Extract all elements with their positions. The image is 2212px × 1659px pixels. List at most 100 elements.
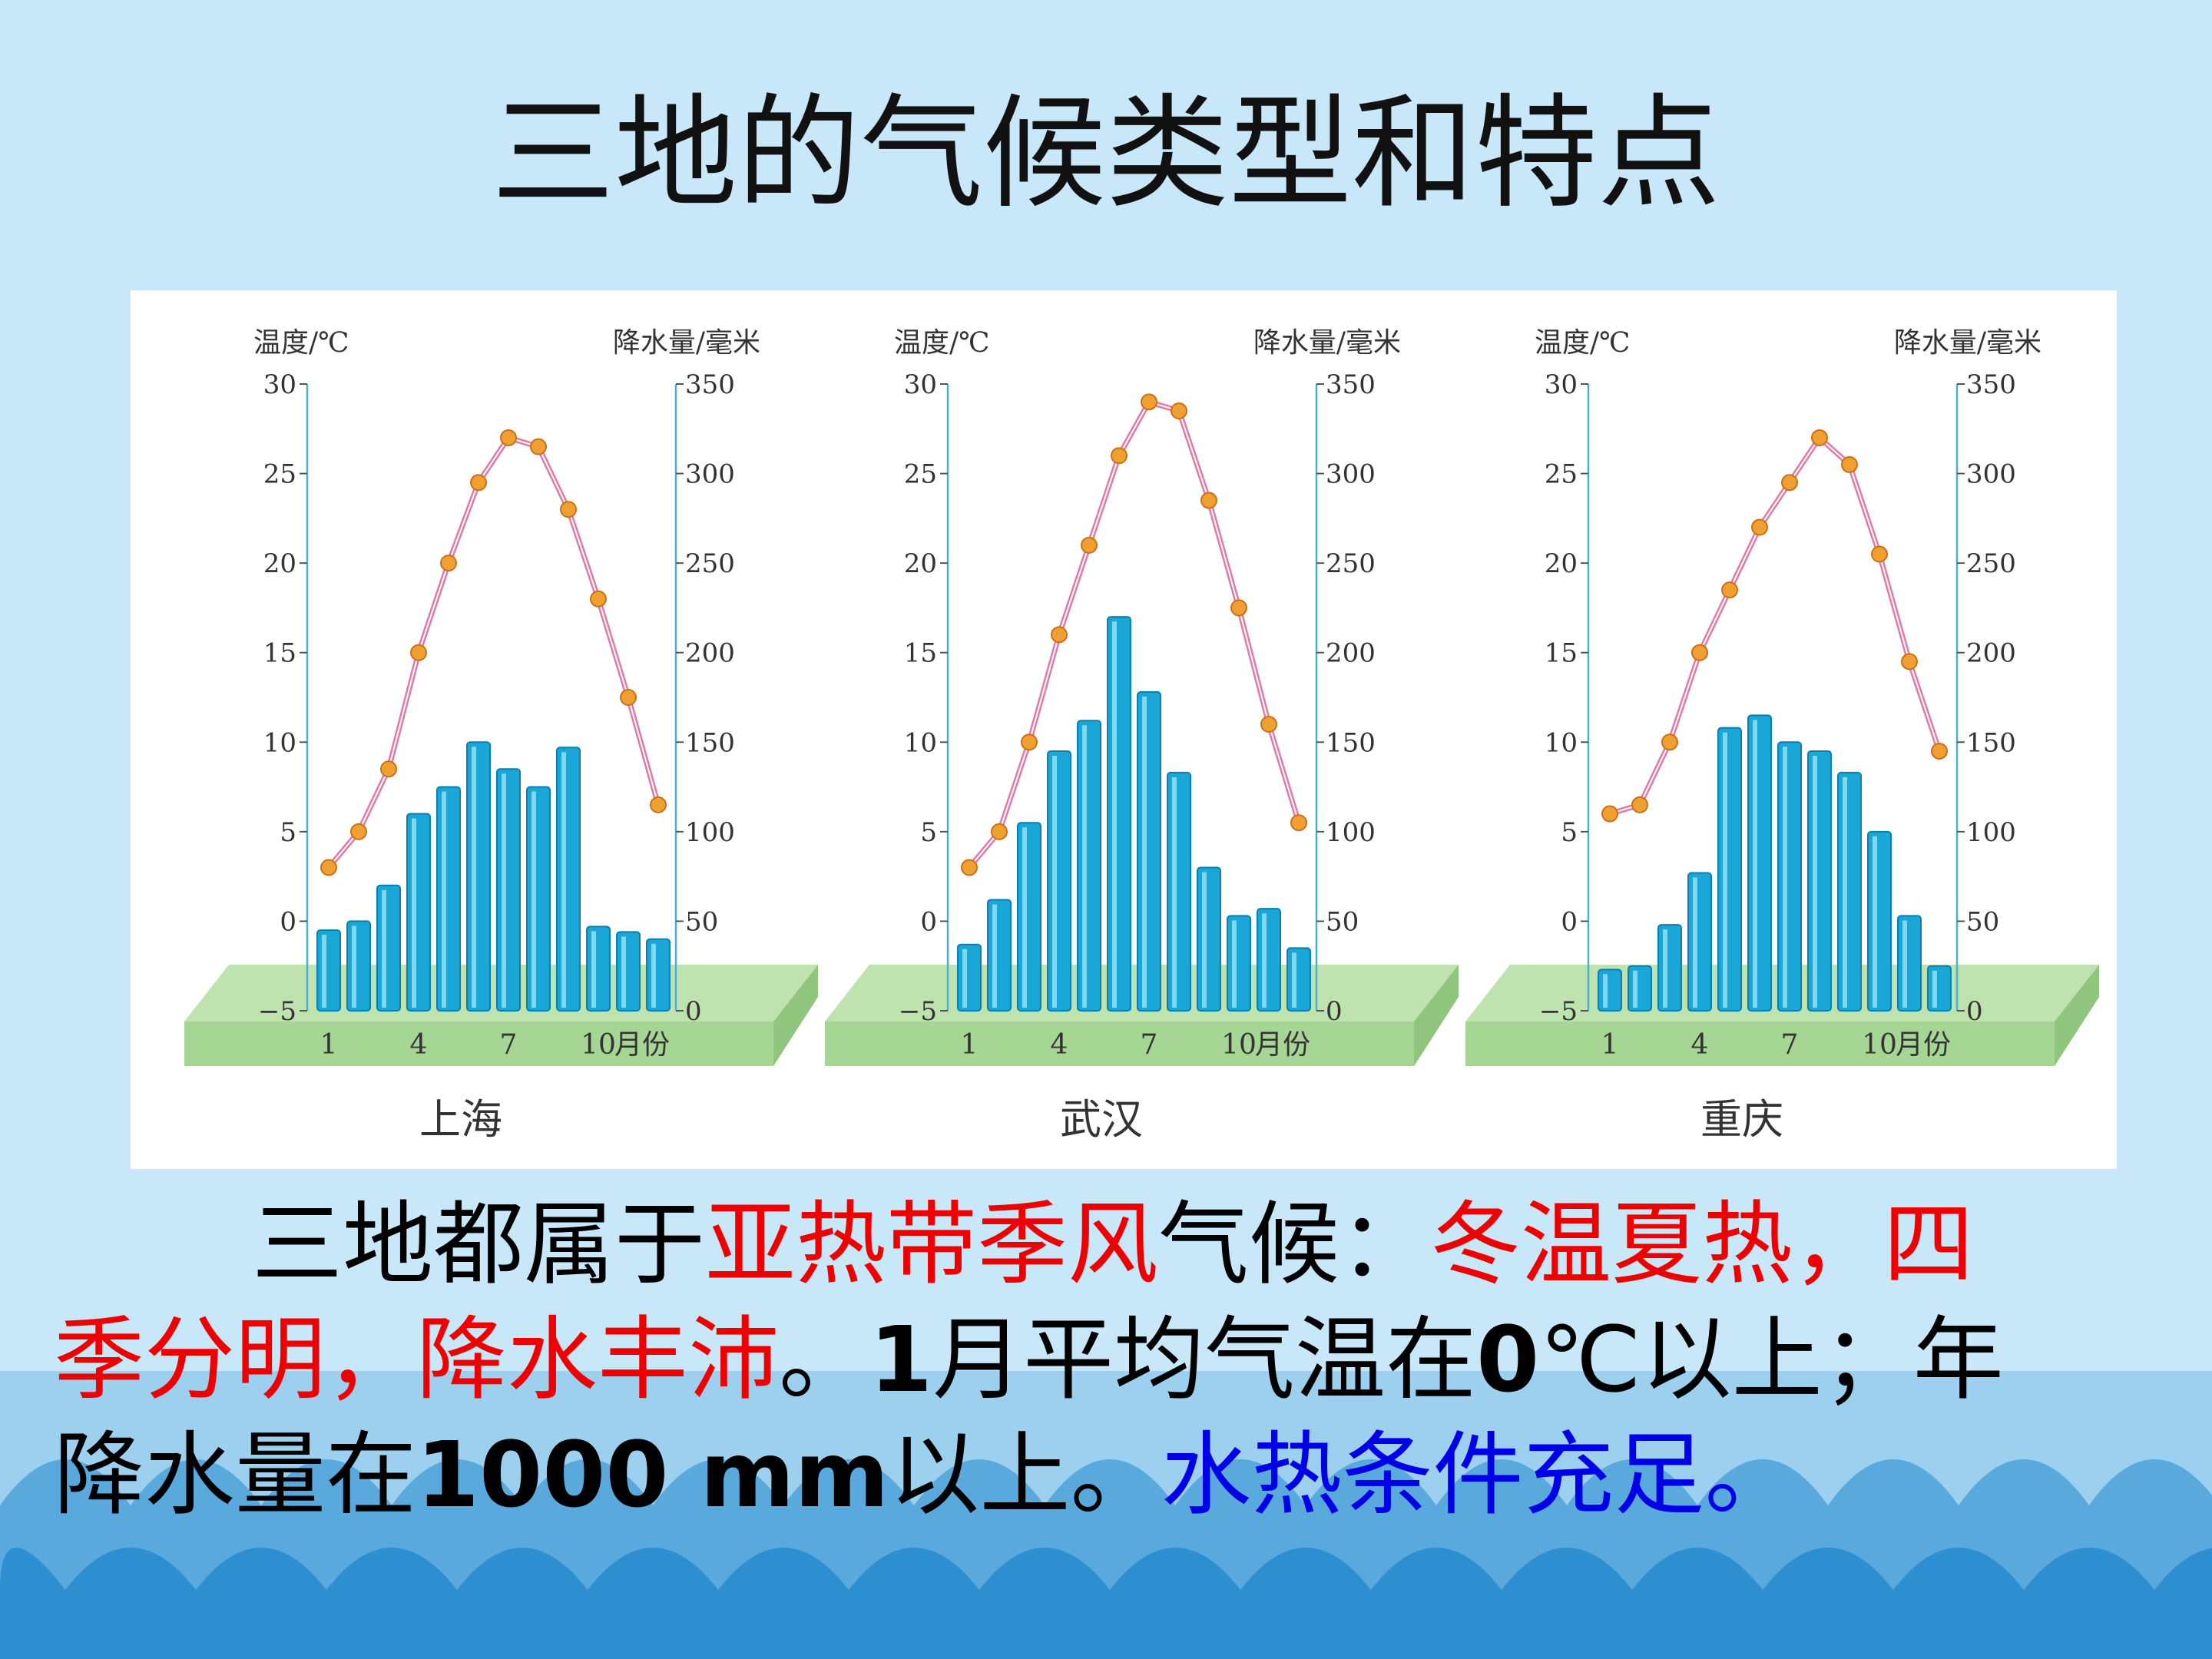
precipitation-bar bbox=[957, 943, 982, 1012]
platform-side bbox=[2055, 965, 2099, 1066]
temperature-point bbox=[1200, 492, 1217, 509]
precipitation-bar bbox=[1777, 741, 1802, 1012]
x-tick-label: 4 bbox=[410, 1029, 428, 1061]
y-right-tick-label: 150 bbox=[1966, 727, 2016, 758]
y-right-tick-label: 350 bbox=[1966, 369, 2016, 400]
precipitation-bar bbox=[1717, 727, 1742, 1012]
temperature-point bbox=[440, 555, 457, 572]
y-right-tick-label: 50 bbox=[685, 906, 718, 937]
precipitation-bar-highlight bbox=[1172, 777, 1177, 1008]
y-right-tick-label: 50 bbox=[1326, 906, 1359, 937]
y-left-tick-label: 30 bbox=[263, 369, 296, 400]
precipitation-bar-highlight bbox=[1843, 777, 1847, 1008]
wave-row-front bbox=[0, 1548, 2212, 1659]
city-label: 武汉 bbox=[1060, 1095, 1143, 1144]
y-right-tick-label: 300 bbox=[685, 459, 735, 490]
precipitation-bar bbox=[1017, 822, 1041, 1012]
x-axis-unit: 月份 bbox=[614, 1029, 670, 1061]
y-right-tick-label: 350 bbox=[685, 369, 735, 400]
temperature-point bbox=[320, 859, 337, 876]
temperature-line-core bbox=[969, 401, 1300, 869]
summary-segment: ℃以上；年 bbox=[1539, 1306, 2004, 1412]
temperature-point bbox=[500, 429, 517, 446]
temperature-line-core bbox=[1609, 436, 1940, 815]
temperature-point bbox=[1141, 393, 1157, 411]
summary-segment: 三地都属于 bbox=[252, 1191, 706, 1297]
precipitation-bar bbox=[1197, 866, 1221, 1012]
temperature-point bbox=[380, 760, 397, 778]
summary-segment: 冬温夏热，四 bbox=[1430, 1191, 1975, 1297]
summary-segment: 季分明，降水丰沛 bbox=[54, 1306, 780, 1412]
precipitation-bar-highlight bbox=[1022, 827, 1027, 1008]
precipitation-bar-highlight bbox=[531, 791, 536, 1008]
temperature-point bbox=[410, 644, 427, 661]
precipitation-bar-highlight bbox=[322, 935, 326, 1008]
precipitation-bar-highlight bbox=[1693, 877, 1697, 1008]
x-tick-label: 1 bbox=[320, 1029, 338, 1061]
precipitation-bar bbox=[1257, 908, 1281, 1012]
x-tick-label: 10 bbox=[1221, 1029, 1257, 1061]
precipitation-bar-highlight bbox=[1633, 970, 1637, 1008]
x-tick-label: 7 bbox=[1141, 1029, 1158, 1061]
y-right-tick-label: 0 bbox=[1326, 996, 1343, 1027]
precipitation-bar-highlight bbox=[992, 904, 997, 1008]
temperature-point bbox=[1601, 805, 1618, 823]
temperature-point bbox=[1631, 796, 1648, 813]
precipitation-bar bbox=[1628, 965, 1652, 1012]
y-right-axis-title: 降水量/毫米 bbox=[613, 327, 760, 359]
temperature-point bbox=[1781, 474, 1798, 492]
y-left-tick-label: 0 bbox=[280, 906, 296, 937]
y-right-tick-label: 200 bbox=[1966, 638, 2016, 669]
temperature-point bbox=[1871, 545, 1888, 563]
precipitation-bar bbox=[1867, 830, 1892, 1012]
y-left-axis-title: 温度/℃ bbox=[253, 327, 349, 359]
x-axis-unit: 月份 bbox=[1255, 1029, 1310, 1061]
precipitation-bar bbox=[406, 813, 431, 1012]
precipitation-bar bbox=[1687, 872, 1712, 1012]
summary-segment: 。 bbox=[779, 1306, 870, 1412]
x-tick-label: 10 bbox=[1862, 1029, 1897, 1061]
precipitation-bar bbox=[1598, 969, 1622, 1012]
precipitation-bar bbox=[1047, 750, 1071, 1012]
summary-segment: 水热条件充足。 bbox=[1161, 1422, 1796, 1528]
y-right-tick-label: 100 bbox=[1326, 817, 1376, 848]
y-left-tick-label: 25 bbox=[263, 459, 296, 490]
y-right-tick-label: 250 bbox=[1326, 548, 1376, 579]
temperature-line bbox=[326, 435, 661, 869]
precipitation-bar bbox=[1077, 720, 1101, 1012]
precipitation-bar bbox=[556, 747, 581, 1012]
precipitation-bar bbox=[1747, 714, 1772, 1012]
precipitation-bar bbox=[466, 741, 491, 1012]
temperature-point bbox=[1691, 644, 1708, 661]
y-left-tick-label: 15 bbox=[1545, 638, 1578, 669]
temperature-point bbox=[1021, 733, 1038, 751]
temperature-point bbox=[1751, 518, 1768, 536]
temperature-point bbox=[1661, 733, 1678, 751]
city-label: 重庆 bbox=[1700, 1095, 1783, 1144]
x-tick-label: 4 bbox=[1691, 1029, 1709, 1061]
temperature-point bbox=[530, 438, 547, 455]
precipitation-bar bbox=[1807, 750, 1832, 1012]
precipitation-bar-highlight bbox=[1753, 720, 1757, 1008]
x-tick-label: 4 bbox=[1051, 1029, 1068, 1061]
y-left-tick-label: 20 bbox=[904, 548, 937, 579]
y-left-tick-label: 15 bbox=[904, 638, 937, 669]
x-tick-label: 1 bbox=[1601, 1029, 1619, 1061]
summary-segment: 降水量在 bbox=[54, 1422, 417, 1528]
precipitation-bar-highlight bbox=[591, 931, 596, 1008]
precipitation-bar-highlight bbox=[1603, 974, 1608, 1008]
precipitation-bar bbox=[1227, 915, 1251, 1012]
y-right-tick-label: 200 bbox=[1326, 638, 1376, 669]
y-right-tick-label: 50 bbox=[1966, 906, 1999, 937]
precipitation-bar-highlight bbox=[1232, 920, 1237, 1008]
precipitation-bar-highlight bbox=[651, 943, 656, 1008]
precipitation-bar-highlight bbox=[962, 949, 967, 1008]
platform-front bbox=[1465, 1022, 2055, 1066]
y-left-tick-label: 30 bbox=[1545, 369, 1578, 400]
precipitation-bar bbox=[1927, 965, 1952, 1012]
precipitation-bar-highlight bbox=[1783, 747, 1787, 1008]
precipitation-bar-highlight bbox=[442, 791, 446, 1008]
